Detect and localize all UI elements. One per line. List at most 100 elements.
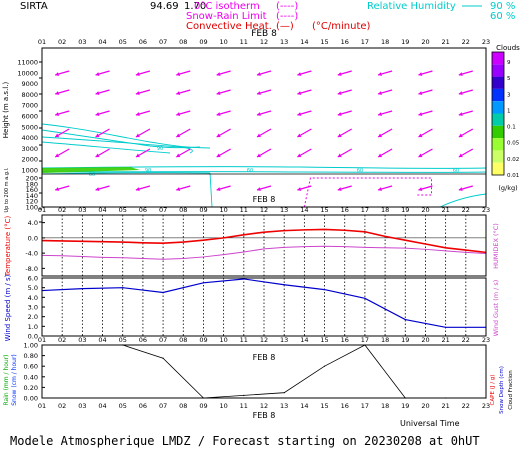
bottom-hour-tick-19: 19 [401,402,409,410]
cloud-colorbar-segment-6 [492,125,504,139]
top-hour-tick-13: 13 [280,38,288,46]
wind-arrowhead-2-18 [378,112,382,117]
temperature-line-point-18 [384,235,386,237]
cloud-colorbar-title: Clouds [496,44,520,52]
station-name: SIRTA [20,1,48,12]
wind-arrowhead-3-4 [95,133,100,138]
height-panel-frame [41,47,487,208]
wind-arrowhead-2-10 [216,112,221,117]
temperature-line-point-5 [122,241,124,243]
temp-ytick-label-4.0: 4.0 [28,219,38,227]
wind-arrowhead-1-12 [257,91,261,96]
station-code: 1.70 [184,1,206,12]
precip-hour-tick-05: 05 [119,336,127,344]
temperature-line-point-10 [223,237,225,239]
wind-arrowhead-4-8 [176,153,181,158]
cloud-colorbar-segment-2 [492,76,504,89]
cloud-colorbar-frame [491,51,505,176]
top-hour-tick-23: 23 [482,38,490,46]
top-hour-tick-18: 18 [381,38,389,46]
top-hour-tick-16: 16 [341,38,349,46]
temp-panel-frame [41,214,487,277]
wind-arrowhead-0-4 [95,72,100,77]
humidex-line-point-10 [223,254,225,256]
wind-arrowhead-0-18 [378,72,382,77]
precip-hour-tick-16: 16 [341,336,349,344]
legend-humidity-60: 60 % [490,11,515,22]
wind-speed-line-point-9 [202,282,205,284]
wind-arrowhead-5-22 [458,187,463,192]
humidex-line-point-17 [364,246,366,249]
wind-arrowhead-3-18 [378,133,383,138]
wind-arrowhead-1-4 [95,91,100,96]
temp-hour-tick-13: 13 [280,206,288,214]
humidity-contour-low-2 [41,171,487,173]
bottom-hour-tick-15: 15 [320,402,328,410]
height-ytick-label-160: 160 [26,186,38,194]
cloud-colorbar-segment-8 [492,150,504,163]
top-hour-tick-08: 08 [179,38,187,46]
humidity-contour-end [439,193,487,208]
temp-hour-tick-21: 21 [441,206,449,214]
humidex-line-point-16 [344,246,346,248]
temp-hour-tick-15: 15 [320,206,328,214]
wind-arrowhead-5-12 [257,187,261,192]
top-hour-tick-17: 17 [361,38,369,46]
wind-arrowhead-0-6 [135,72,140,77]
wind-speed-line-point-3 [81,288,83,290]
temp-hour-tick-05: 05 [119,206,127,214]
precip-hour-tick-04: 04 [98,336,106,344]
wind-arrowhead-3-16 [337,133,342,138]
humidity-contour-label-3: 90 [145,168,151,174]
bottom-hour-tick-13: 13 [280,402,288,410]
bottom-hour-tick-03: 03 [78,402,86,410]
wind-arrowhead-0-20 [418,72,423,77]
bottom-date-label: FEB 8 [253,411,276,420]
precip-ytick-label-0.60: 0.60 [24,363,38,371]
temp-hour-tick-02: 02 [58,206,66,214]
wind-arrowhead-5-6 [135,187,140,192]
cloud-level-0.01: 0.01 [507,173,519,179]
top-hour-tick-05: 05 [119,38,127,46]
bottom-hour-tick-16: 16 [341,402,349,410]
wind-arrowhead-2-16 [337,112,342,117]
humidex-line-point-3 [81,255,83,258]
precip-hour-tick-01: 01 [38,336,46,344]
wind-arrowhead-2-2 [55,112,60,117]
cloud-fraction-line-point-7 [162,357,164,359]
wind-speed-line-point-11 [243,278,245,280]
temperature-line-point-4 [101,241,104,243]
top-hour-tick-21: 21 [441,38,449,46]
top-hour-tick-20: 20 [421,38,429,46]
bottom-hour-tick-14: 14 [300,402,308,410]
height-ytick-label-120: 120 [26,198,38,206]
wind-arrowhead-4-20 [418,153,423,158]
humidex-line-point-14 [303,246,305,248]
wind-ylabel: Wind Speed (m / s) [4,274,12,341]
precip-hour-tick-14: 14 [300,336,308,344]
wind-arrowhead-3-2 [55,133,60,138]
wind-arrowhead-5-2 [55,187,60,192]
humidex-line-point-20 [424,248,427,250]
wind-arrowhead-5-18 [378,187,382,192]
temperature-line-point-6 [142,242,144,244]
wind-arrowhead-3-6 [135,133,140,138]
top-hour-tick-03: 03 [78,38,86,46]
precip-hour-tick-23: 23 [482,336,490,344]
legend-convective-line: (—) [276,21,294,32]
cloud-fraction-line-point-11 [243,394,245,396]
precip-hour-tick-03: 03 [78,336,86,344]
wind-arrowhead-0-14 [297,72,302,77]
temperature-line-point-20 [424,243,427,245]
humidex-line-point-19 [404,247,406,249]
precip-hour-tick-17: 17 [361,336,369,344]
wind-arrowhead-0-12 [257,72,261,77]
precip-ylabel-rain: Rain (mm / hour) [3,354,10,405]
precip-ytick-label-0.40: 0.40 [24,373,38,381]
top-hour-tick-06: 06 [139,38,147,46]
height-ytick-label-4000: 4000 [21,134,38,142]
wind-arrowhead-4-10 [216,153,221,158]
temp-hour-tick-10: 10 [219,206,227,214]
wind-arrowhead-3-14 [297,133,302,138]
temperature-line-point-22 [465,249,467,251]
